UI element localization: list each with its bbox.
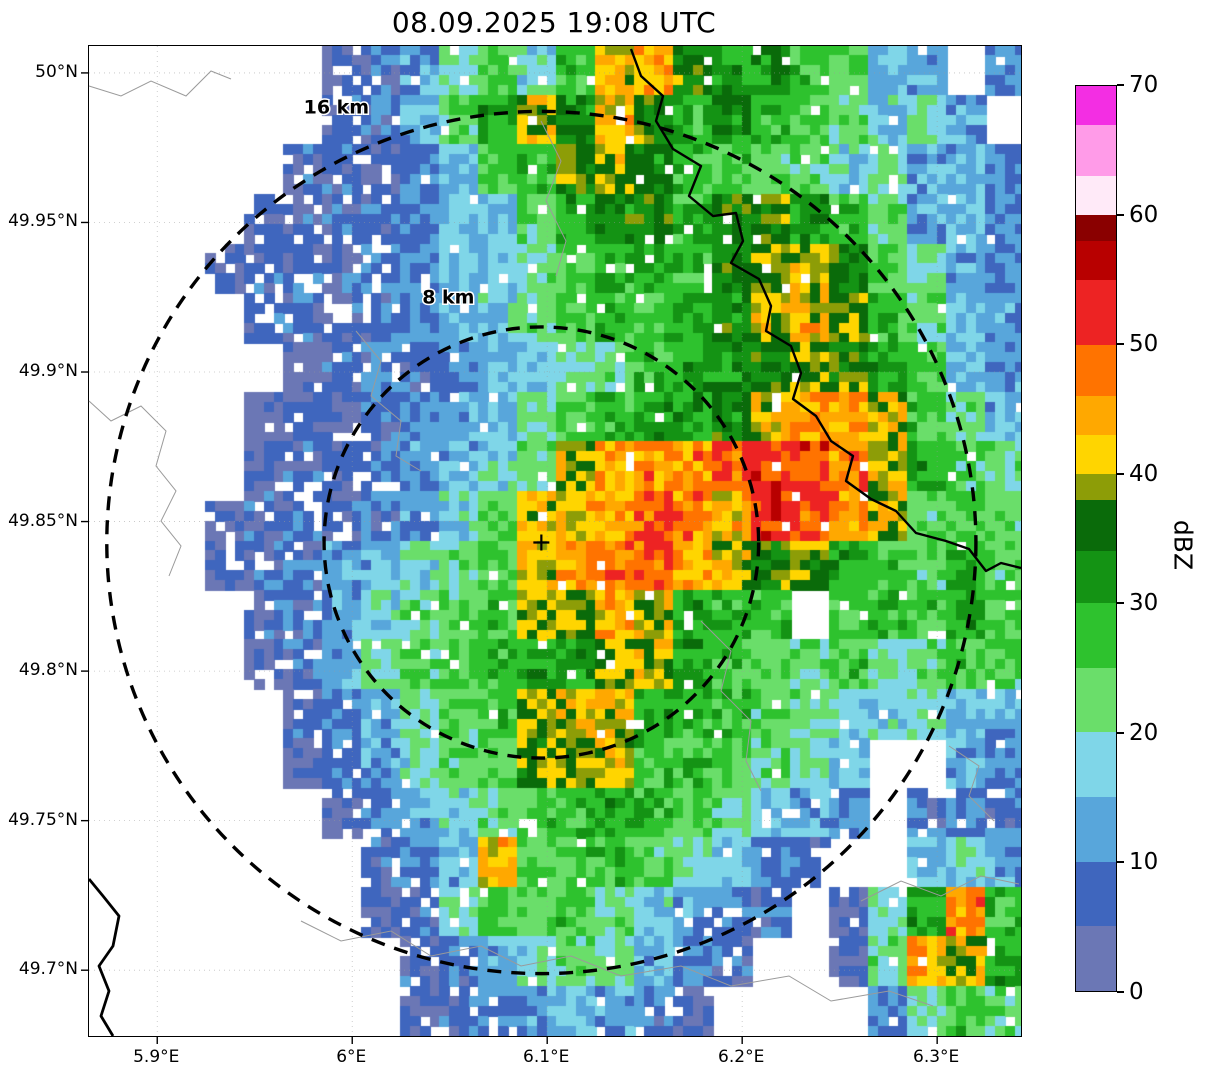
- boundary-line: [700, 620, 762, 792]
- colorbar-tick-mark: [1117, 731, 1124, 734]
- colorbar-tick-label: 30: [1129, 590, 1159, 617]
- colorbar-segment: [1076, 499, 1116, 552]
- colorbar-tick-label: 60: [1129, 201, 1159, 228]
- boundary-line: [300, 920, 934, 1007]
- colorbar-segment: [1076, 435, 1116, 474]
- y-tick-label: 49.75°N: [8, 809, 78, 830]
- colorbar-segment: [1076, 473, 1116, 500]
- colorbar-tick-mark: [1117, 861, 1124, 864]
- reflectivity-canvas: [89, 46, 1021, 1036]
- map-overlay: 8 km 16 km: [81, 46, 1022, 1044]
- y-tick-label: 50°N: [35, 61, 78, 82]
- colorbar-segment: [1076, 176, 1116, 216]
- colorbar-segment: [1076, 796, 1116, 862]
- colorbar-segment: [1076, 215, 1116, 242]
- colorbar-tick-mark: [1117, 343, 1124, 346]
- boundary-line: [88, 70, 232, 97]
- range-ring-label: 16 km: [304, 96, 370, 118]
- x-tick-label: 5.9°E: [133, 1047, 180, 1067]
- x-tick-label: 6.1°E: [523, 1047, 570, 1067]
- figure-title: 08.09.2025 19:08 UTC: [391, 6, 717, 39]
- radar-plot: 8 km 16 km: [81, 45, 1022, 1044]
- colorbar-segment: [1076, 926, 1116, 991]
- country-border-line: [629, 48, 1022, 573]
- colorbar-segment: [1076, 344, 1116, 397]
- country-border-line: [87, 878, 121, 1037]
- colorbar-tick-mark: [1117, 213, 1124, 216]
- y-tick-label: 49.7°N: [18, 959, 78, 980]
- x-tick-label: 6.2°E: [718, 1047, 765, 1067]
- y-tick-label: 49.8°N: [18, 660, 78, 681]
- colorbar-tick-mark: [1117, 991, 1124, 993]
- boundary-line: [355, 330, 422, 472]
- colorbar-segment: [1076, 732, 1116, 797]
- colorbar-segment: [1076, 279, 1116, 345]
- radar-site-marker: [533, 534, 550, 551]
- colorbar-tick-label: 10: [1129, 849, 1159, 876]
- colorbar-segment: [1076, 396, 1116, 436]
- boundary-line: [88, 400, 182, 577]
- range-ring-16km: [105, 109, 978, 976]
- colorbar-axis-label: dBZ: [1168, 519, 1198, 571]
- x-tick-label: 6°E: [336, 1047, 367, 1067]
- colorbar-segment: [1076, 124, 1116, 177]
- colorbar-tick-mark: [1117, 602, 1124, 605]
- boundary-line: [860, 875, 1020, 902]
- colorbar-segment: [1076, 861, 1116, 927]
- colorbar-segment: [1076, 603, 1116, 668]
- colorbar-tick-label: 70: [1129, 72, 1159, 98]
- boundary-line: [948, 745, 995, 822]
- colorbar-segment: [1076, 667, 1116, 733]
- range-ring-8km: [322, 325, 761, 760]
- colorbar-tick-label: 50: [1129, 331, 1159, 358]
- colorbar-tick-mark: [1117, 472, 1124, 475]
- y-tick-label: 49.85°N: [8, 510, 78, 531]
- colorbar-segment: [1076, 86, 1116, 125]
- colorbar-segment: [1076, 551, 1116, 604]
- y-tick-label: 49.95°N: [8, 211, 78, 232]
- colorbar: [1075, 85, 1117, 992]
- y-tick-label: 49.9°N: [18, 361, 78, 381]
- x-tick-label: 6.3°E: [913, 1047, 960, 1067]
- colorbar-tick-label: 40: [1129, 460, 1159, 487]
- boundary-line: [540, 120, 567, 277]
- colorbar-segment: [1076, 241, 1116, 280]
- colorbar-tick-label: 20: [1129, 719, 1159, 746]
- range-ring-label: 8 km: [422, 286, 474, 308]
- colorbar-tick-mark: [1117, 84, 1124, 86]
- colorbar-tick-label: 0: [1129, 979, 1144, 1005]
